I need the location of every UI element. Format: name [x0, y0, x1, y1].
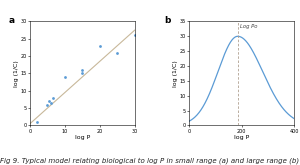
Point: [98, 44, 102, 47]
Point: [80, 69, 85, 71]
Point: [49, 101, 53, 104]
Text: Fig 9. Typical model relating biological to log P in small range (a) and large r: Fig 9. Typical model relating biological…: [0, 158, 300, 164]
X-axis label: log P: log P: [234, 135, 249, 140]
Point: [45, 103, 50, 106]
Y-axis label: log (1/C): log (1/C): [14, 60, 19, 87]
Text: Log Po: Log Po: [240, 24, 258, 29]
Text: a: a: [9, 16, 15, 25]
Point: [115, 51, 120, 54]
Point: [34, 121, 39, 123]
Point: [80, 72, 85, 75]
Point: [62, 76, 67, 78]
Point: [132, 34, 137, 37]
X-axis label: log P: log P: [75, 135, 90, 140]
Text: b: b: [164, 16, 170, 25]
Y-axis label: log (1/C): log (1/C): [173, 60, 178, 87]
Point: [50, 96, 55, 99]
Point: [47, 100, 52, 102]
